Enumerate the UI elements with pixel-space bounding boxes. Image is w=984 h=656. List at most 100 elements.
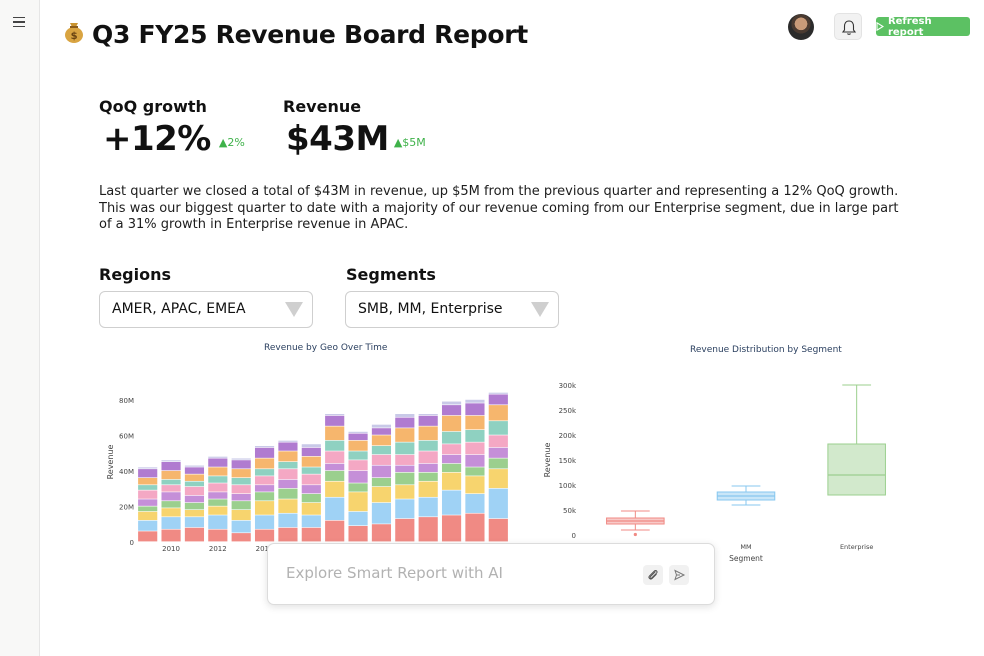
chart-title: Revenue by Geo Over Time [264, 343, 388, 353]
box-outlier [633, 532, 637, 537]
y-tick-label: 100k [559, 482, 577, 490]
bar-segment [254, 458, 275, 469]
bar-segment [465, 442, 485, 455]
regions-select-value: AMER, APAC, EMEA [112, 301, 246, 317]
bar-segment [488, 435, 508, 448]
bar-segment [301, 527, 321, 542]
bar-segment [231, 533, 251, 542]
bar-segment [161, 479, 181, 485]
bar-segment [231, 469, 251, 478]
bar-segment [371, 435, 392, 446]
bar-segment [278, 462, 298, 469]
x-tick-label: Enterprise [840, 543, 873, 551]
bar-segment [418, 481, 438, 497]
chevron-down-icon [285, 302, 303, 317]
x-tick-label: 2012 [209, 545, 227, 553]
bar-segment [465, 494, 485, 513]
notifications-button[interactable] [834, 13, 862, 40]
menu-icon[interactable] [13, 17, 25, 28]
bar-segment [208, 458, 228, 467]
bar-segment [301, 456, 321, 467]
bar-segment [138, 467, 158, 469]
bar-segment [208, 515, 228, 529]
avatar[interactable] [788, 14, 814, 40]
revenue-distribution-chart: 0 50k 100k 150k 200k 250k 300k Revenue MM Enterpr… [543, 382, 886, 563]
y-tick-label: 300k [559, 382, 577, 390]
bar-segment [138, 485, 158, 490]
bar-segment [138, 520, 158, 531]
chevron-down-icon [531, 302, 549, 317]
bar-segment [138, 531, 158, 542]
bar-segment [278, 499, 298, 513]
bar-segment [325, 426, 345, 441]
send-button[interactable] [669, 565, 689, 585]
svg-text:$: $ [71, 31, 78, 42]
bar-segment [208, 467, 228, 476]
segments-select[interactable]: SMB, MM, Enterprise [345, 291, 559, 328]
bar-segment [465, 467, 485, 476]
x-tick-label: MM [740, 543, 751, 551]
bar-segment [441, 405, 462, 416]
bar-segment [254, 492, 275, 501]
y-tick-label: 150k [559, 457, 577, 465]
bar-segment [278, 488, 298, 499]
bar-segment [488, 421, 508, 435]
refresh-report-button[interactable]: Refresh report [876, 16, 970, 38]
bar-segment [184, 481, 205, 487]
bar-segment [301, 447, 321, 457]
bar-segment [184, 486, 205, 496]
bar-segment [418, 472, 438, 481]
bar-segment [138, 490, 158, 499]
bar-segment [465, 415, 485, 430]
kpi-label: Revenue [283, 97, 362, 116]
y-tick-label: 50k [563, 507, 577, 515]
bar-segment [231, 501, 251, 510]
bar-segment [488, 518, 508, 542]
bar-segment [441, 490, 462, 515]
play-icon [876, 22, 884, 31]
bar-segment [348, 440, 368, 451]
attach-button[interactable] [643, 565, 663, 585]
bar-segment [254, 529, 275, 542]
bar-segment [231, 458, 251, 460]
bar-segment [465, 403, 485, 416]
bar-segment [488, 447, 508, 458]
bar-segment [184, 502, 205, 510]
bar-segment [325, 497, 345, 521]
bar-segment [184, 510, 205, 517]
bar-segment [348, 431, 368, 433]
page-title-text: Q3 FY25 Revenue Board Report [92, 20, 528, 49]
bar-segment [371, 446, 392, 455]
bar-segment [208, 499, 228, 506]
bar-segment [418, 426, 438, 441]
bar-segment [371, 428, 392, 435]
bar-segment [395, 485, 415, 499]
segments-label: Segments [346, 265, 436, 284]
bar-segment [348, 433, 368, 441]
ai-prompt-input[interactable] [286, 564, 626, 582]
bar-segment [465, 430, 485, 442]
bar-segment [325, 414, 345, 416]
bar-segment [325, 481, 345, 497]
regions-label: Regions [99, 265, 172, 284]
revenue-by-geo-chart: 0 20M 40M 60M 80M Revenue 2010 2012 2014 [106, 392, 508, 553]
bar-segment [278, 442, 298, 451]
bar-segment [488, 405, 508, 421]
bar-segment [208, 492, 228, 499]
bar-segment [138, 499, 158, 506]
bar-segment [138, 478, 158, 485]
bar-segment [465, 399, 485, 403]
y-axis-label: Revenue [543, 443, 552, 478]
bar-segment [161, 462, 181, 471]
bar-segment [418, 497, 438, 517]
x-tick-label: 2014 [256, 545, 274, 553]
bar-segment [254, 501, 275, 515]
bar-segment [418, 440, 438, 451]
bar-segment [465, 476, 485, 494]
kpi-value: +12% [103, 119, 211, 159]
bar-segment [231, 478, 251, 485]
bar-segment [161, 517, 181, 529]
bar-segment [161, 460, 181, 462]
y-tick-label: 20M [119, 503, 134, 511]
regions-select[interactable]: AMER, APAC, EMEA [99, 291, 313, 328]
